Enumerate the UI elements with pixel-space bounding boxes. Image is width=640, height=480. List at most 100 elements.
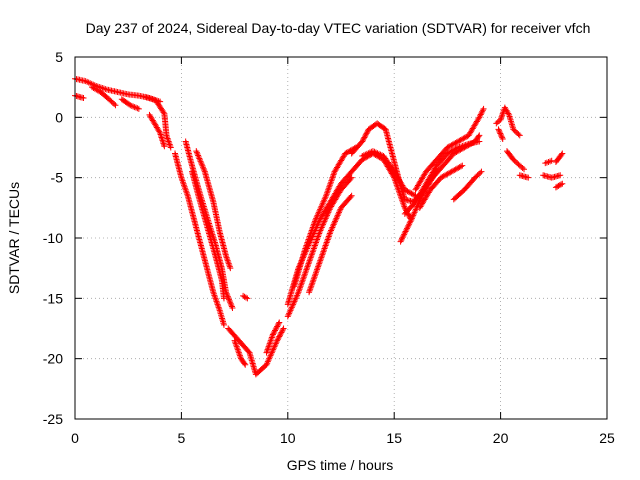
data-point xyxy=(406,212,413,219)
data-point xyxy=(498,133,505,140)
data-point xyxy=(80,95,87,102)
data-point xyxy=(270,330,277,337)
y-tick-label: 5 xyxy=(55,49,63,65)
data-point xyxy=(242,294,249,301)
y-tick-label: -15 xyxy=(43,290,63,306)
data-point xyxy=(196,155,203,162)
data-point xyxy=(399,235,406,242)
data-point xyxy=(227,299,234,306)
data-point xyxy=(273,324,280,331)
data-point xyxy=(223,289,230,296)
data-point xyxy=(347,175,354,182)
data-point xyxy=(477,169,484,176)
data-series-vfch xyxy=(72,75,566,378)
x-tick-label: 0 xyxy=(71,430,79,446)
data-point xyxy=(195,153,202,160)
data-point xyxy=(499,134,506,141)
data-point xyxy=(348,174,355,181)
data-point xyxy=(476,132,483,139)
data-point xyxy=(279,328,286,335)
data-point xyxy=(397,238,404,245)
data-point xyxy=(229,304,236,311)
data-point xyxy=(558,151,565,158)
data-point xyxy=(363,130,370,137)
data-point xyxy=(400,232,407,239)
data-point xyxy=(401,204,408,211)
data-point xyxy=(398,237,405,244)
data-point xyxy=(161,143,168,150)
data-point xyxy=(478,168,485,175)
data-point xyxy=(271,328,278,335)
x-tick-label: 5 xyxy=(178,430,186,446)
x-tick-label: 15 xyxy=(386,430,402,446)
y-axis-tick-labels: 5 0 -5 -10 -15 -20 -25 xyxy=(43,49,63,427)
data-point xyxy=(401,231,408,238)
data-point xyxy=(242,361,249,368)
data-point xyxy=(199,164,206,171)
data-point xyxy=(364,129,371,136)
data-point xyxy=(277,330,284,337)
data-point xyxy=(198,161,205,168)
y-axis-title: SDTVAR / TECUs xyxy=(6,182,22,294)
data-point xyxy=(127,102,134,109)
data-point xyxy=(548,157,555,164)
data-point xyxy=(457,163,464,170)
data-point xyxy=(362,131,369,138)
data-point xyxy=(401,229,408,236)
data-point xyxy=(193,149,200,156)
data-point xyxy=(199,162,206,169)
x-tick-label: 25 xyxy=(599,430,615,446)
data-point xyxy=(554,183,561,190)
data-point xyxy=(272,327,279,334)
data-point xyxy=(227,265,234,272)
data-point xyxy=(495,126,502,133)
data-point xyxy=(241,360,248,367)
data-point xyxy=(362,133,369,140)
data-point xyxy=(411,192,418,199)
data-point xyxy=(156,128,163,135)
data-point xyxy=(275,334,282,341)
data-point xyxy=(134,105,141,112)
data-point xyxy=(406,221,413,228)
data-point xyxy=(194,151,201,158)
data-point xyxy=(558,181,565,188)
data-point xyxy=(135,105,142,112)
data-point xyxy=(552,184,559,191)
data-point xyxy=(556,182,563,189)
data-point xyxy=(499,136,506,143)
data-point xyxy=(228,302,235,309)
data-point xyxy=(131,104,138,111)
y-tick-label: -25 xyxy=(43,411,63,427)
data-point xyxy=(399,234,406,241)
data-point xyxy=(515,131,522,138)
data-point xyxy=(275,320,282,327)
data-point xyxy=(228,303,235,310)
data-point xyxy=(193,148,200,155)
data-point xyxy=(276,333,283,340)
data-point xyxy=(220,321,227,328)
data-point xyxy=(497,131,504,138)
data-point xyxy=(227,300,234,307)
data-point xyxy=(361,134,368,141)
y-tick-label: 0 xyxy=(55,109,63,125)
data-point xyxy=(519,165,526,172)
data-point xyxy=(348,192,355,199)
data-point xyxy=(278,329,285,336)
data-point xyxy=(276,332,283,339)
data-point xyxy=(475,133,482,140)
data-point xyxy=(406,219,413,226)
data-point xyxy=(359,137,366,144)
data-point xyxy=(555,182,562,189)
y-tick-label: -20 xyxy=(43,351,63,367)
data-point xyxy=(496,127,503,134)
data-point xyxy=(274,322,281,329)
data-point xyxy=(404,224,411,231)
data-point xyxy=(402,228,409,235)
data-point xyxy=(128,102,135,109)
y-tick-label: -5 xyxy=(51,170,64,186)
data-point xyxy=(198,159,205,166)
data-point xyxy=(130,103,137,110)
data-point xyxy=(497,130,504,137)
data-point xyxy=(516,132,523,139)
